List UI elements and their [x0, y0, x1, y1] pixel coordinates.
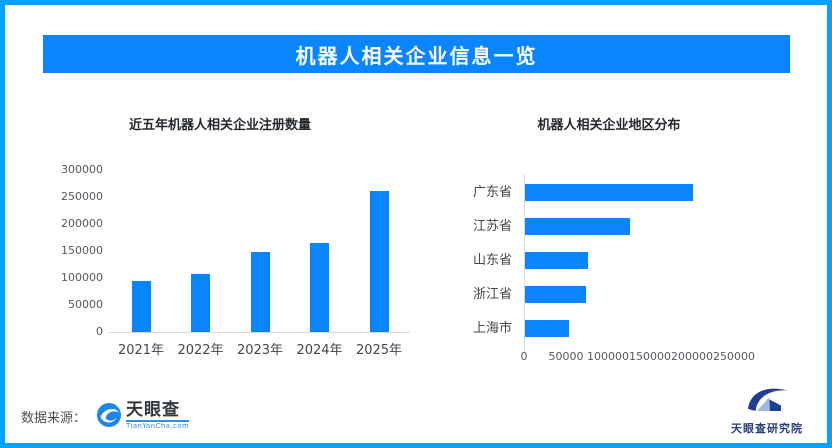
- category-label: 2021年: [117, 343, 165, 358]
- category-label: 江苏省: [472, 218, 512, 234]
- bar: [369, 190, 389, 332]
- x-tick-label: 150000: [629, 350, 671, 363]
- bar: [525, 252, 588, 269]
- x-tick-label: 0: [520, 350, 528, 363]
- y-tick-label: 50000: [68, 298, 103, 311]
- x-axis-line: [108, 332, 410, 333]
- research-institute-swoosh-icon: [748, 388, 787, 411]
- y-tick-label: 0: [96, 325, 103, 338]
- y-axis-line: [524, 174, 525, 351]
- tianyancha-logo-text-block: 天眼查 TianYanCha.com: [126, 402, 190, 430]
- x-tick-label: 200000: [671, 350, 713, 363]
- bar: [525, 320, 569, 337]
- x-tick-label: 50000: [548, 350, 584, 363]
- region-chart-title: 机器人相关企业地区分布: [537, 118, 681, 133]
- category-label: 广东省: [472, 184, 512, 200]
- category-label: 2023年: [236, 343, 284, 358]
- research-institute-logo: 天眼查研究院: [712, 384, 822, 436]
- bar: [525, 218, 630, 235]
- bar: [131, 280, 151, 332]
- bar: [525, 286, 587, 303]
- data-source-label: 数据来源：: [21, 410, 87, 426]
- tianyancha-eye-icon: [97, 403, 122, 427]
- bar: [310, 243, 329, 332]
- y-tick-label: 150000: [61, 244, 103, 257]
- bar: [525, 184, 693, 201]
- data-source-row: 数据来源： 天眼查 TianYanCha.com: [21, 398, 190, 434]
- x-tick-label: 100000: [587, 350, 629, 363]
- page-title: 机器人相关企业信息一览: [295, 43, 538, 68]
- registrations-chart-title: 近五年机器人相关企业注册数量: [128, 118, 311, 133]
- bar: [191, 273, 210, 332]
- x-tick-label: 250000: [713, 350, 755, 363]
- research-institute-name: 天眼查研究院: [731, 422, 803, 435]
- category-label: 浙江省: [472, 286, 512, 302]
- tianyancha-logo-name: 天眼查: [126, 402, 190, 422]
- category-label: 山东省: [472, 252, 512, 268]
- y-tick-label: 300000: [61, 163, 103, 176]
- y-tick-label: 100000: [61, 271, 103, 284]
- bar: [250, 252, 270, 332]
- tianyancha-logo-caption: TianYanCha.com: [126, 422, 190, 430]
- category-label: 2025年: [355, 343, 403, 358]
- category-label: 上海市: [472, 320, 512, 336]
- page-title-banner: 机器人相关企业信息一览: [43, 35, 790, 73]
- y-tick-label: 200000: [61, 217, 103, 230]
- y-tick-label: 250000: [61, 190, 103, 203]
- category-label: 2024年: [296, 343, 343, 358]
- tianyancha-logo: 天眼查 TianYanCha.com: [96, 402, 190, 430]
- category-label: 2022年: [177, 343, 224, 358]
